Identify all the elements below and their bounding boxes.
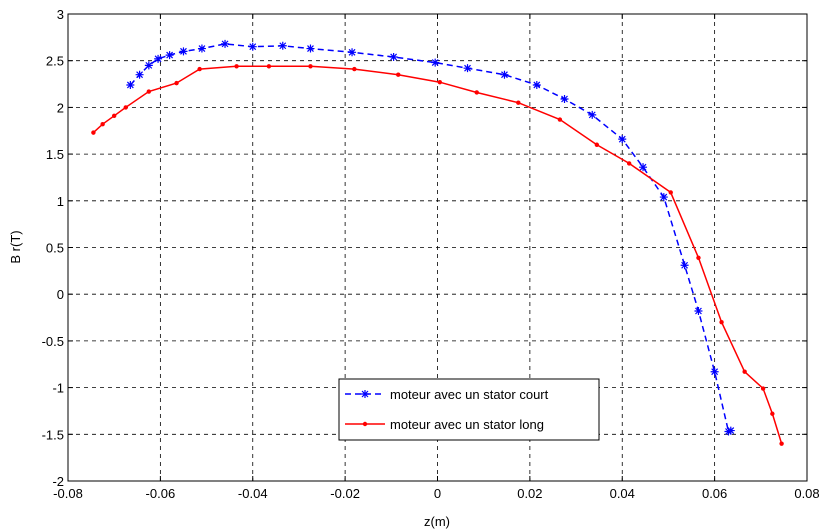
x-tick-label: 0.06	[702, 486, 727, 501]
y-axis-label: B r(T)	[8, 230, 23, 263]
data-point	[389, 52, 398, 61]
data-point	[123, 105, 128, 110]
x-tick-label: -0.02	[330, 486, 360, 501]
y-tick-label: 1.5	[46, 147, 64, 162]
x-tick-label: 0.04	[610, 486, 635, 501]
y-tick-label: 0	[57, 287, 64, 302]
x-tick-label: -0.08	[53, 486, 83, 501]
data-point	[726, 426, 735, 435]
data-point	[659, 193, 668, 202]
data-point	[588, 110, 597, 119]
data-point	[696, 255, 701, 260]
legend-marker	[361, 390, 369, 398]
legend-entry: moteur avec un stator long	[345, 417, 544, 432]
y-tick-label: -2	[52, 474, 64, 489]
data-point	[557, 117, 563, 122]
data-point	[197, 66, 202, 72]
data-point	[146, 89, 152, 94]
series-line	[129, 43, 732, 433]
y-tick-label: 0.5	[46, 241, 64, 256]
data-point	[500, 70, 509, 79]
y-tick-label: 2	[57, 100, 64, 115]
data-point	[308, 64, 313, 69]
x-axis-label: z(m)	[424, 514, 450, 529]
legend-box	[338, 378, 600, 441]
x-tick-label: 0.02	[517, 486, 542, 501]
legend-label: moteur avec un stator court	[390, 387, 549, 402]
x-tick-label: -0.06	[146, 486, 176, 501]
data-point	[594, 142, 600, 147]
x-tick-label: -0.04	[238, 486, 268, 501]
y-tick-label: 2.5	[46, 54, 64, 69]
data-point	[352, 66, 357, 72]
legend: moteur avec un stator court moteur avec u…	[338, 378, 600, 441]
data-point	[154, 54, 163, 63]
data-point	[710, 367, 719, 376]
data-point	[474, 90, 479, 95]
data-point	[668, 190, 673, 195]
data-point	[532, 80, 541, 89]
data-point	[248, 42, 257, 51]
series-2	[91, 64, 784, 446]
x-tick-label: 0	[434, 486, 441, 501]
y-tick-label: -0.5	[42, 334, 64, 349]
series-1	[126, 39, 735, 436]
y-tick-label: 1	[57, 194, 64, 209]
data-point	[618, 135, 627, 144]
data-point	[306, 44, 315, 53]
data-point	[779, 441, 784, 446]
data-point	[221, 39, 230, 48]
data-point	[626, 161, 632, 166]
data-point	[111, 113, 117, 119]
ticks: -0.08 -0.06 -0.04 -0.02 0 0.02 0.04 0.06 0.08 -2 -…	[42, 7, 820, 501]
legend-entry: moteur avec un stator court	[345, 387, 549, 402]
x-tick-label: 0.08	[794, 486, 819, 501]
data-point	[437, 79, 443, 85]
data-point	[179, 47, 188, 56]
data-point	[266, 64, 272, 69]
y-tick-label: -1.5	[42, 427, 64, 442]
data-point	[742, 369, 747, 374]
data-point	[431, 58, 440, 67]
data-point	[463, 64, 472, 73]
legend-marker	[362, 421, 368, 427]
legend-label: moteur avec un stator long	[390, 417, 544, 432]
y-tick-label: 3	[57, 7, 64, 22]
data-point	[724, 427, 733, 436]
data-point	[348, 48, 357, 57]
data-point	[165, 51, 174, 60]
data-point	[135, 70, 144, 79]
series-layer	[91, 39, 784, 446]
data-point	[197, 44, 206, 53]
data-point	[396, 72, 401, 77]
data-point	[174, 80, 179, 86]
data-point	[144, 61, 153, 70]
data-point	[100, 122, 105, 127]
data-point	[760, 386, 766, 391]
data-point	[719, 320, 724, 325]
data-point	[694, 307, 703, 316]
data-point	[234, 64, 239, 69]
data-point	[560, 94, 569, 103]
data-point	[516, 100, 521, 105]
data-point	[770, 411, 775, 416]
data-point	[639, 163, 648, 172]
data-point	[91, 130, 96, 135]
data-point	[278, 41, 287, 50]
data-point	[680, 261, 689, 270]
data-point	[126, 80, 135, 89]
y-tick-label: -1	[52, 381, 64, 396]
